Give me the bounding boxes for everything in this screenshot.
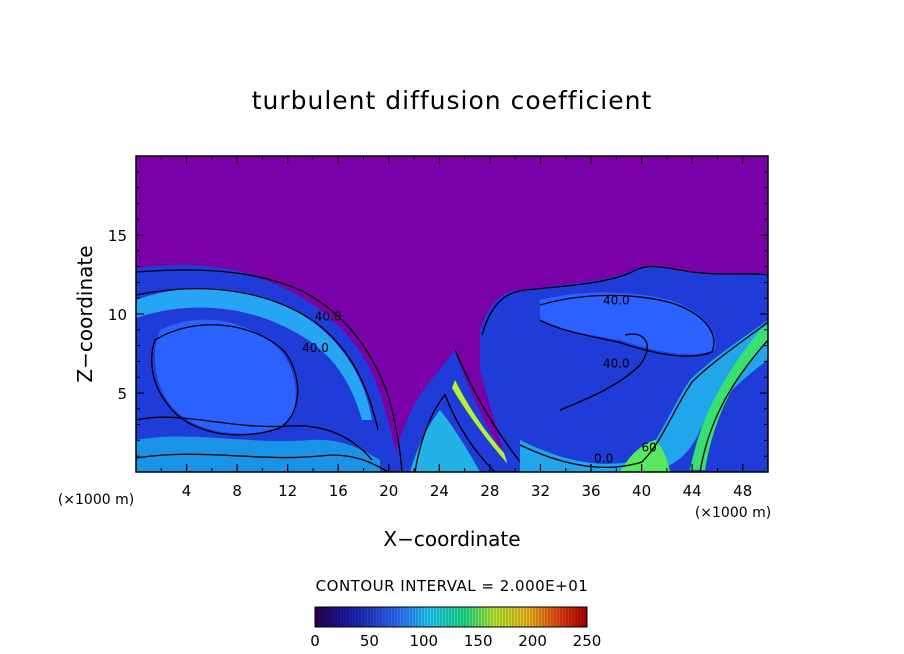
x-tick-label: 12 (278, 482, 297, 500)
x-tick-label: 40 (632, 482, 651, 500)
contour-lines (136, 265, 768, 472)
x-axis-label: X−coordinate (383, 527, 520, 551)
y-axis-ticks: 5 10 15 (108, 171, 768, 457)
x-tick-label: 8 (232, 482, 242, 500)
contour-label: 40.0 (302, 341, 329, 355)
colorbar-stripes (317, 607, 586, 627)
colorbar-tick-label: 150 (464, 632, 493, 650)
x-tick-label: 36 (581, 482, 600, 500)
y-tick-label: 15 (108, 227, 127, 245)
colorbar-tick-label: 0 (310, 632, 320, 650)
x-tick-label: 24 (430, 482, 449, 500)
contour-label: 40.0 (603, 294, 630, 308)
contour-label: 60 (642, 440, 657, 454)
x-axis-ticks: 4 8 12 16 20 24 28 32 36 40 44 48 (160, 156, 752, 500)
left-lower-band (136, 436, 380, 472)
colorbar-tick-label: 100 (409, 632, 438, 650)
contour-label: 40.0 (603, 357, 630, 371)
x-tick-label: 48 (733, 482, 752, 500)
x-tick-label: 4 (182, 482, 192, 500)
colorbar-tick-label: 250 (573, 632, 602, 650)
y-tick-label: 10 (108, 306, 127, 324)
colorbar-tick-label: 50 (360, 632, 379, 650)
x-unit-right: (×1000 m) (695, 505, 771, 521)
x-tick-label: 28 (480, 482, 499, 500)
x-unit-left: (×1000 m) (58, 492, 134, 508)
y-tick-label: 5 (117, 385, 127, 403)
contour-label-group: 40.0 40.0 40.0 40.0 0.0 60 (302, 294, 657, 466)
left-vortex-core (155, 319, 296, 434)
colorbar-tick-label: 200 (518, 632, 547, 650)
center-green-streak (452, 380, 525, 472)
contour-label: 0.0 (594, 452, 613, 466)
y-axis-label: Z−coordinate (73, 245, 97, 382)
right-upper-core (540, 292, 716, 355)
turbulence-field (136, 265, 768, 472)
x-tick-label: 20 (379, 482, 398, 500)
x-tick-label: 16 (329, 482, 348, 500)
chart-title: turbulent diffusion coefficient (251, 86, 653, 115)
x-tick-label: 32 (531, 482, 550, 500)
contour-label: 40.0 (315, 309, 342, 323)
colorbar-ticks: 0 50 100 150 200 250 (310, 632, 601, 650)
left-vortex-outer-band (136, 288, 372, 420)
contour-interval-text: CONTOUR INTERVAL = 2.000E+01 (315, 577, 589, 595)
center-plume-bright (410, 410, 480, 472)
x-tick-label: 44 (683, 482, 702, 500)
